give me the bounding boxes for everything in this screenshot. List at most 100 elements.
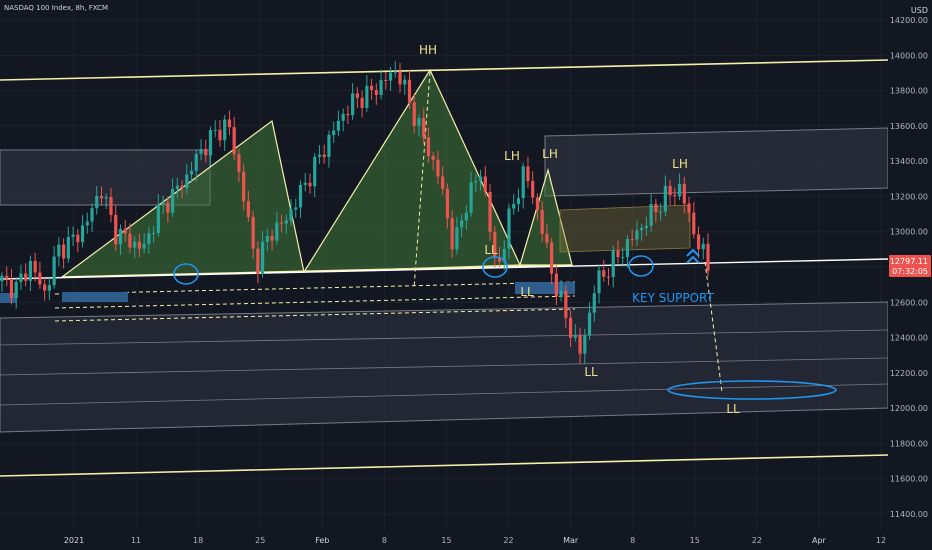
candle-body	[559, 290, 563, 297]
candle-body	[526, 166, 530, 181]
price-tick-label: 13600.00	[890, 122, 928, 131]
candle-body	[128, 233, 132, 248]
time-tick-label: 2021	[64, 536, 84, 545]
candle-body	[682, 183, 686, 204]
candle-body	[640, 228, 644, 231]
candle-body	[279, 222, 284, 224]
price-ticks: 14200.00 14000.00 13800.00 13600.00 13400.00…	[890, 16, 928, 519]
candle-body	[512, 203, 516, 209]
symbol-header: NASDAQ 100 Index, 8h, FXCM	[4, 4, 109, 12]
demand-zone-1	[62, 292, 128, 302]
dashed-level-2	[54, 295, 576, 309]
candle-body	[43, 284, 47, 291]
candle-body	[298, 184, 303, 208]
candle-body	[635, 230, 639, 240]
candle-body	[545, 233, 549, 243]
candle-body	[38, 272, 42, 285]
candle-body	[118, 228, 123, 245]
candle-body	[663, 185, 667, 212]
price-tick-label: 12600.00	[890, 298, 928, 307]
ellipses	[173, 255, 837, 400]
lower-trendline	[0, 454, 889, 477]
candle-body	[550, 242, 554, 274]
label-ll-2: LL	[520, 285, 534, 299]
candle-body	[199, 149, 203, 154]
candle-body	[47, 285, 51, 291]
candle-body	[308, 182, 312, 187]
candle-body	[455, 227, 459, 250]
candle-body	[19, 273, 23, 282]
candle-body	[104, 197, 108, 199]
candle-body	[677, 183, 682, 197]
candle-body	[393, 71, 397, 73]
candle-body	[114, 214, 118, 245]
candle-body	[365, 85, 369, 108]
candle-body	[0, 275, 4, 282]
candle-body	[625, 238, 630, 258]
candle-body	[445, 188, 449, 219]
candle-body	[341, 113, 345, 121]
candle-body	[436, 159, 440, 177]
candle-body	[346, 113, 350, 116]
candle-body	[313, 156, 317, 187]
candle-body	[554, 273, 558, 297]
candle-body	[265, 235, 269, 242]
label-lh-2: LH	[542, 147, 558, 161]
candle-body	[123, 228, 127, 234]
candle-body	[668, 185, 672, 196]
candle-body	[692, 212, 696, 235]
price-tick-label: 12400.00	[890, 334, 928, 343]
candle-body	[61, 244, 66, 259]
candle-body	[166, 202, 170, 213]
candle-body	[99, 195, 104, 199]
price-tick-label: 11600.00	[890, 475, 928, 484]
candle-body	[204, 149, 208, 156]
time-tick-label: 15	[690, 536, 700, 545]
candle-body	[630, 238, 634, 240]
candle-body	[659, 211, 663, 213]
candle-body	[90, 208, 94, 222]
candle-body	[502, 248, 506, 262]
candle-body	[303, 182, 307, 185]
candle-body	[242, 171, 246, 202]
candle-body	[270, 235, 274, 241]
candle-body	[602, 270, 606, 277]
support-touch-circle-1	[173, 263, 199, 285]
candle-body	[478, 176, 483, 182]
candle-body	[227, 119, 232, 128]
candles	[0, 61, 710, 364]
candle-body	[384, 80, 388, 82]
time-tick-label: Apr	[812, 536, 827, 545]
badge-countdown: 07:32:05	[892, 267, 928, 276]
label-hh: HH	[419, 43, 437, 57]
candle-body	[28, 260, 33, 281]
price-tick-label: 13400.00	[890, 157, 928, 166]
candle-body	[474, 181, 478, 183]
candle-body	[649, 204, 653, 226]
candle-body	[95, 195, 99, 209]
support-touch-circle-2	[482, 256, 508, 278]
candle-body	[388, 72, 393, 81]
candle-body	[696, 234, 701, 250]
candle-body	[516, 198, 521, 204]
support-touch-circle-3	[628, 255, 654, 277]
label-lh-3: LH	[672, 157, 688, 171]
candle-body	[616, 250, 620, 258]
time-axis[interactable]: 2021 11 18 25 Feb 8 15 22 Mar 8 15 22 Apr 12	[0, 530, 932, 550]
candle-body	[568, 317, 573, 338]
candle-body	[251, 216, 255, 249]
price-tick-label: 12000.00	[890, 404, 928, 413]
candle-body	[256, 248, 260, 274]
candle-body	[687, 203, 691, 213]
candle-body	[33, 260, 37, 273]
label-key-support: KEY SUPPORT	[632, 291, 714, 305]
candle-body	[213, 129, 217, 131]
candle-body	[208, 130, 213, 156]
time-tick-label: 22	[503, 536, 513, 545]
candle-body	[261, 241, 265, 274]
candle-body	[497, 257, 502, 262]
candle-body	[535, 197, 540, 210]
time-tick-label: Feb	[315, 536, 329, 545]
candle-body	[246, 201, 250, 217]
